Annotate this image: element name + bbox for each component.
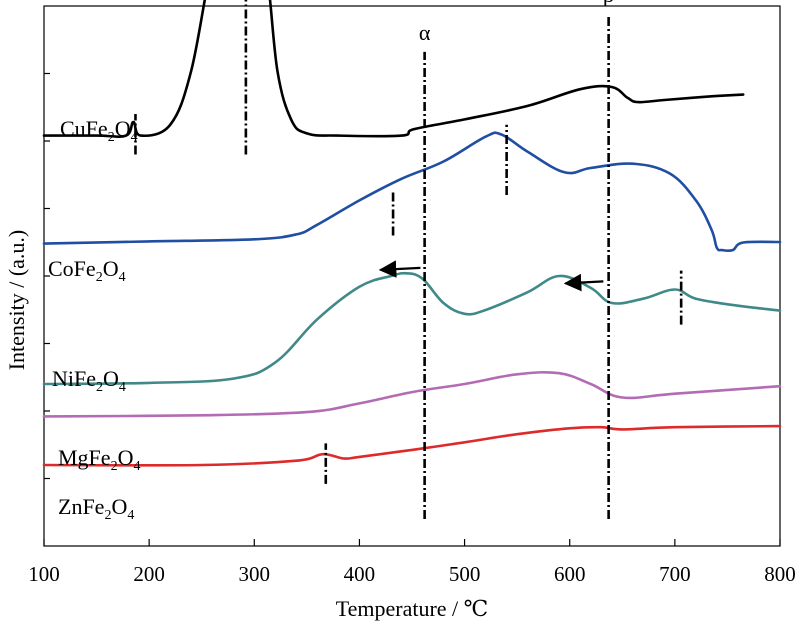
series-label-cofe: CoFe2O4	[48, 256, 126, 285]
series-line-cofe	[42, 131, 782, 253]
series-line-cufe	[42, 0, 745, 138]
x-tick-label-5: 600	[554, 562, 586, 586]
series-label-znfe: ZnFe2O4	[58, 494, 134, 523]
shift-arrow-1	[563, 273, 604, 292]
series-label-cufe: CuFe2O4	[60, 116, 138, 145]
marker-label-6: α	[419, 20, 431, 45]
x-ticks: 100 200 300 400 500 600 700 800	[28, 72, 796, 586]
arrows-group	[378, 260, 604, 292]
series-labels: CuFe2O4 CoFe2O4 NiFe2O4 MgFe2O4 ZnFe2O4	[48, 116, 140, 523]
x-axis-label: Temperature / ℃	[336, 596, 489, 621]
series-line-znfe	[42, 424, 782, 467]
x-tick-label-3: 400	[344, 562, 376, 586]
x-tick-label-1: 200	[133, 562, 165, 586]
x-tick-label-2: 300	[239, 562, 271, 586]
marker-label-7: β	[603, 0, 614, 7]
series-label-mgfe: MgFe2O4	[58, 445, 140, 474]
series-line-nife	[42, 271, 782, 386]
x-tick-label-6: 700	[659, 562, 691, 586]
y-axis-label: Intensity / (a.u.)	[4, 230, 29, 371]
markers-group: αβ	[134, 0, 683, 519]
series-label-nife: NiFe2O4	[52, 366, 126, 395]
series-group	[42, 0, 782, 467]
x-tick-label-0: 100	[28, 562, 60, 586]
x-tick-label-7: 800	[764, 562, 796, 586]
shift-arrow-0	[378, 260, 421, 278]
series-line-mgfe	[42, 370, 782, 418]
x-tick-label-4: 500	[449, 562, 481, 586]
